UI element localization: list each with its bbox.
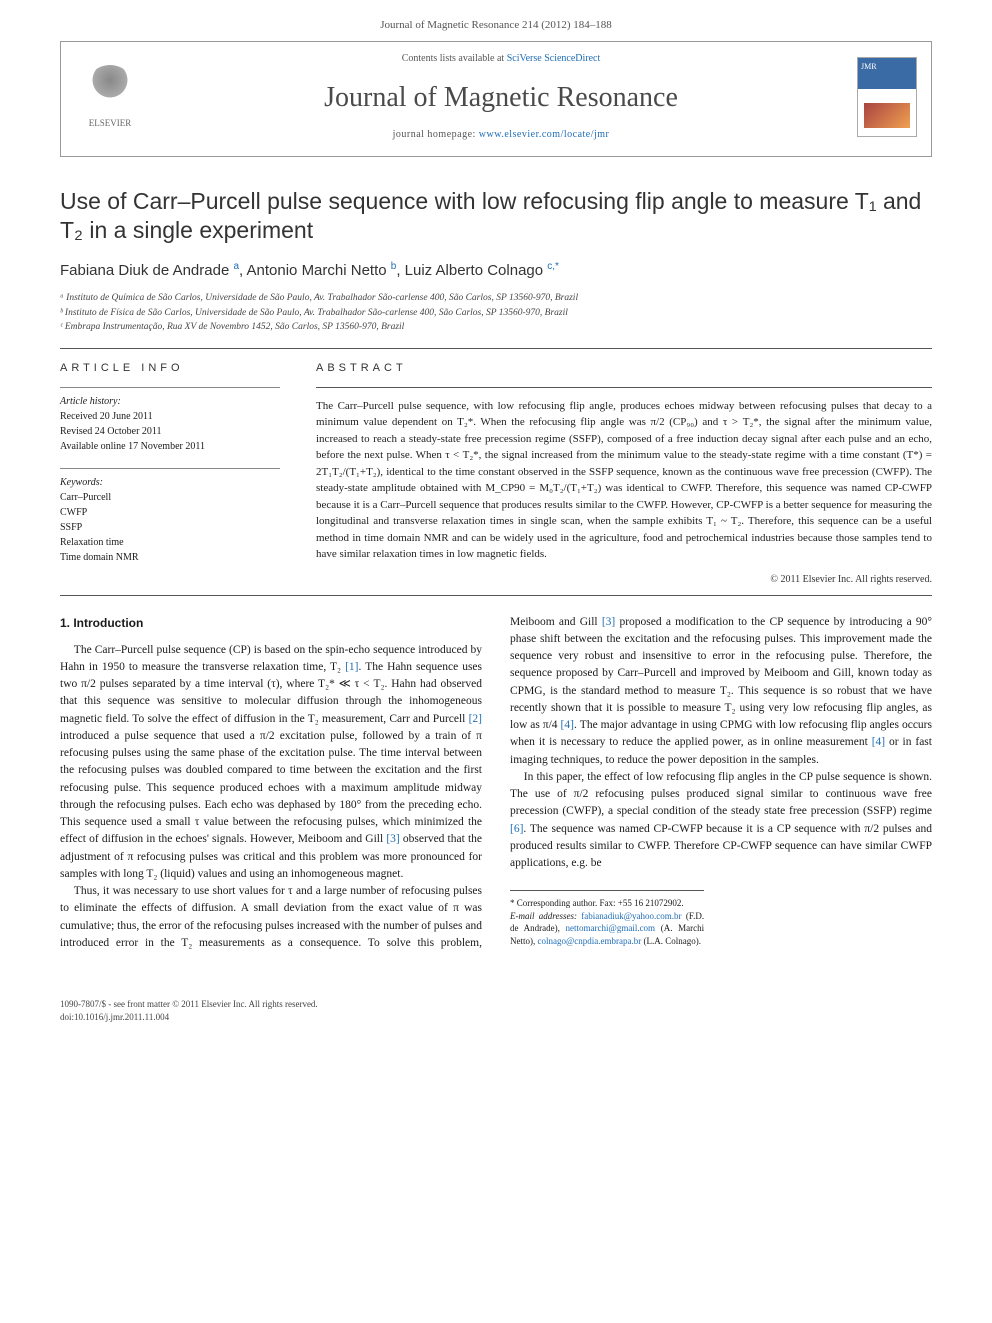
sciencedirect-link[interactable]: SciVerse ScienceDirect xyxy=(507,53,601,64)
affiliation-line: ᶜ Embrapa Instrumentação, Rua XV de Nove… xyxy=(60,320,932,334)
abstract-label: ABSTRACT xyxy=(316,361,932,376)
history-line: Received 20 June 2011 xyxy=(60,409,280,424)
citation-link[interactable]: [1] xyxy=(345,661,358,673)
contents-prefix: Contents lists available at xyxy=(402,53,507,64)
running-head: Journal of Magnetic Resonance 214 (2012)… xyxy=(0,0,992,41)
journal-header-box: ELSEVIER Contents lists available at Sci… xyxy=(60,41,932,156)
email-addresses: E-mail addresses: fabianadiuk@yahoo.com.… xyxy=(510,910,704,948)
page-footer: 1090-7807/$ - see front matter © 2011 El… xyxy=(0,992,992,1043)
abstract-copyright: © 2011 Elsevier Inc. All rights reserved… xyxy=(316,573,932,587)
publisher-label: ELSEVIER xyxy=(75,117,145,130)
article-title: Use of Carr–Purcell pulse sequence with … xyxy=(60,187,932,247)
email-link[interactable]: nettomarchi@gmail.com xyxy=(566,923,656,933)
authors: Fabiana Diuk de Andrade a, Antonio March… xyxy=(60,260,932,281)
rule-top xyxy=(60,348,932,349)
affiliations: ᵃ Instituto de Química de São Carlos, Un… xyxy=(60,291,932,334)
section-1-heading: 1. Introduction xyxy=(60,614,482,632)
intro-para-1: The Carr–Purcell pulse sequence (CP) is … xyxy=(60,642,482,884)
info-abstract-row: ARTICLE INFO Article history: Received 2… xyxy=(60,361,932,586)
affiliation-line: ᵃ Instituto de Química de São Carlos, Un… xyxy=(60,291,932,305)
article-history-block: Article history: Received 20 June 2011Re… xyxy=(60,387,280,454)
keyword-line: CWFP xyxy=(60,505,280,520)
keywords-block: Keywords: Carr–PurcellCWFPSSFPRelaxation… xyxy=(60,468,280,565)
affiliation-line: ᵇ Instituto de Física de São Carlos, Uni… xyxy=(60,306,932,320)
citation-link[interactable]: [4] xyxy=(872,736,885,748)
abstract-col: ABSTRACT The Carr–Purcell pulse sequence… xyxy=(316,361,932,586)
history-line: Available online 17 November 2011 xyxy=(60,439,280,454)
homepage-prefix: journal homepage: xyxy=(393,129,479,140)
intro-para-3: In this paper, the effect of low refocus… xyxy=(510,769,932,873)
contents-line: Contents lists available at SciVerse Sci… xyxy=(145,52,857,66)
journal-name: Journal of Magnetic Resonance xyxy=(145,78,857,117)
doi-line: doi:10.1016/j.jmr.2011.11.004 xyxy=(60,1011,932,1024)
keyword-line: SSFP xyxy=(60,520,280,535)
keyword-line: Carr–Purcell xyxy=(60,490,280,505)
citation-link[interactable]: [3] xyxy=(386,833,399,845)
keyword-line: Relaxation time xyxy=(60,535,280,550)
article-info-label: ARTICLE INFO xyxy=(60,361,280,376)
elsevier-tree-icon xyxy=(85,65,135,115)
homepage-line: journal homepage: www.elsevier.com/locat… xyxy=(145,128,857,142)
citation-link[interactable]: [3] xyxy=(602,616,615,628)
keywords-label: Keywords: xyxy=(60,475,280,490)
citation-link[interactable]: [2] xyxy=(469,713,482,725)
corresponding-author: * Corresponding author. Fax: +55 16 2107… xyxy=(510,897,704,910)
citation-link[interactable]: [6] xyxy=(510,823,523,835)
cover-label: JMR xyxy=(861,62,877,71)
footnotes: * Corresponding author. Fax: +55 16 2107… xyxy=(510,890,704,947)
homepage-link[interactable]: www.elsevier.com/locate/jmr xyxy=(479,129,610,140)
emails-label: E-mail addresses: xyxy=(510,911,581,921)
rule-bottom xyxy=(60,595,932,596)
history-label: Article history: xyxy=(60,394,280,409)
abstract-text: The Carr–Purcell pulse sequence, with lo… xyxy=(316,398,932,563)
journal-cover-thumb: JMR xyxy=(857,57,917,137)
history-line: Revised 24 October 2011 xyxy=(60,424,280,439)
front-matter-line: 1090-7807/$ - see front matter © 2011 El… xyxy=(60,998,932,1011)
article-info-col: ARTICLE INFO Article history: Received 2… xyxy=(60,361,280,586)
citation-link[interactable]: [4] xyxy=(561,719,574,731)
header-center: Contents lists available at SciVerse Sci… xyxy=(145,52,857,141)
article-content: Use of Carr–Purcell pulse sequence with … xyxy=(0,187,992,992)
email-link[interactable]: colnago@cnpdia.embrapa.br xyxy=(538,936,642,946)
elsevier-logo: ELSEVIER xyxy=(75,65,145,130)
body-columns: 1. Introduction The Carr–Purcell pulse s… xyxy=(60,614,932,953)
email-link[interactable]: fabianadiuk@yahoo.com.br xyxy=(581,911,681,921)
keyword-line: Time domain NMR xyxy=(60,550,280,565)
